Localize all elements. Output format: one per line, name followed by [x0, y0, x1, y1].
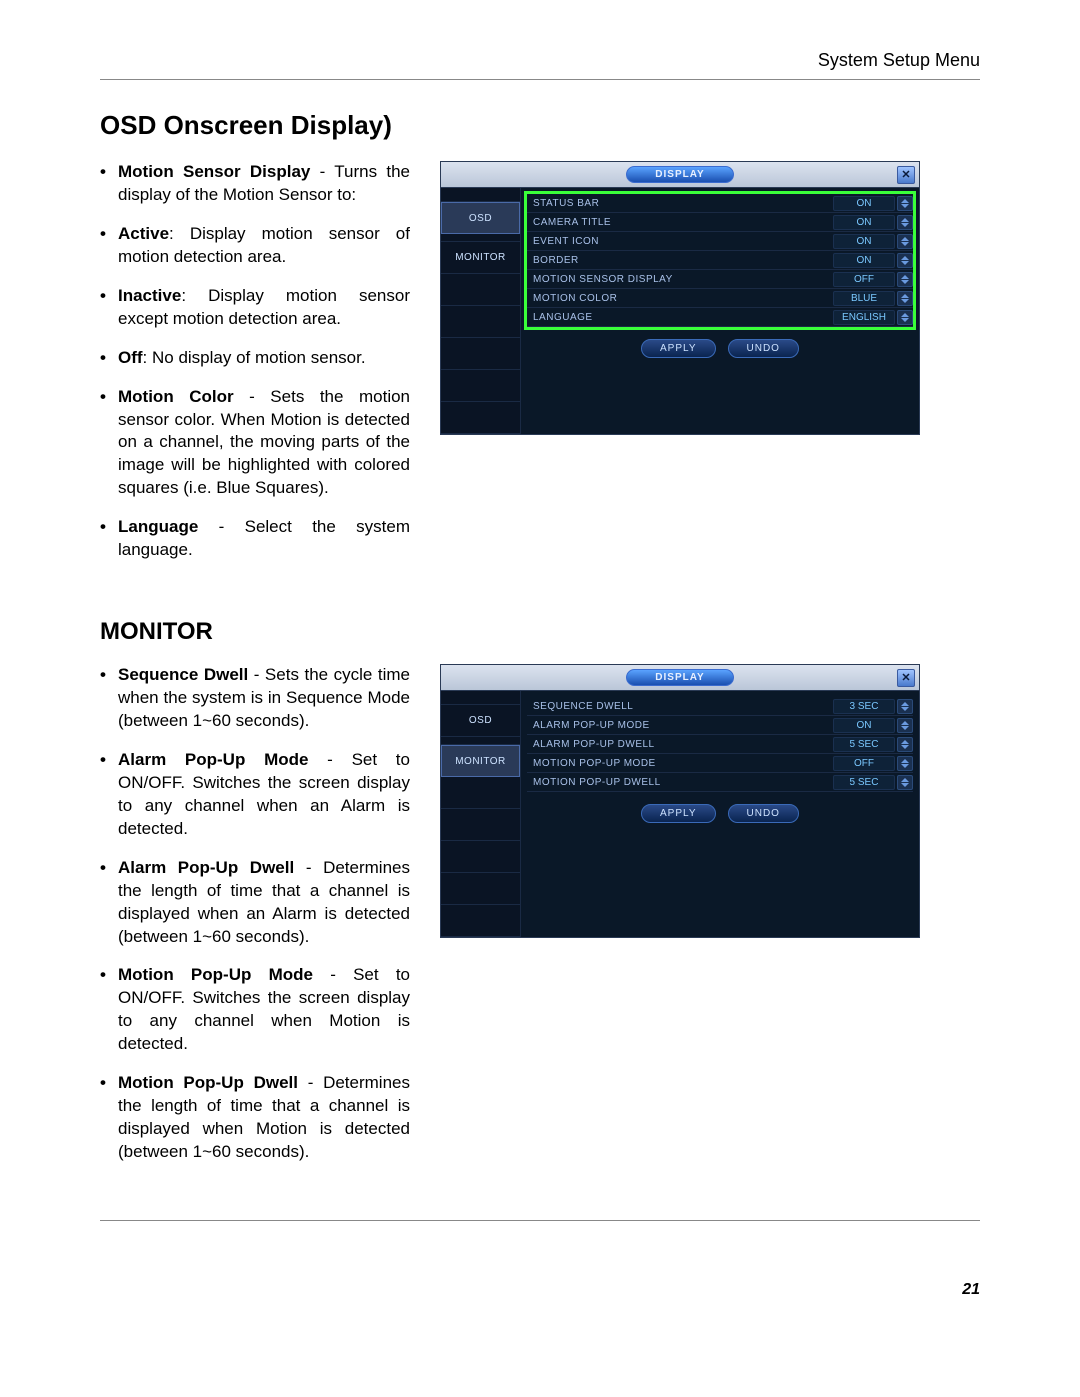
table-row: MOTION COLORBLUE: [527, 289, 913, 308]
list-item: Off: No display of motion sensor.: [118, 347, 410, 370]
list-item: Language - Select the system language.: [118, 516, 410, 562]
table-row: BORDERON: [527, 251, 913, 270]
bullet-label: Active: [118, 224, 169, 243]
list-item: Inactive: Display motion sensor except m…: [118, 285, 410, 331]
setting-label: ALARM POP-UP MODE: [527, 720, 833, 731]
setting-label: MOTION COLOR: [527, 293, 833, 304]
bullet-label: Alarm Pop-Up Dwell: [118, 858, 294, 877]
list-item: Motion Pop-Up Mode - Set to ON/OFF. Swit…: [118, 964, 410, 1056]
spinner-icon[interactable]: [897, 196, 913, 211]
header-divider: [100, 79, 980, 80]
setting-label: MOTION SENSOR DISPLAY: [527, 274, 833, 285]
sidebar-item-monitor[interactable]: MONITOR: [441, 242, 520, 274]
bullet-label: Sequence Dwell: [118, 665, 248, 684]
setting-value[interactable]: ON: [833, 253, 895, 268]
page-number: 21: [100, 1281, 980, 1299]
spinner-icon[interactable]: [897, 737, 913, 752]
spinner-icon[interactable]: [897, 215, 913, 230]
setting-label: MOTION POP-UP MODE: [527, 758, 833, 769]
sidebar-item-osd[interactable]: OSD: [441, 705, 520, 737]
sidebar-item-monitor[interactable]: MONITOR: [441, 745, 520, 777]
spinner-icon[interactable]: [897, 718, 913, 733]
bullet-label: Language: [118, 517, 198, 536]
table-row: ALARM POP-UP DWELL5 SEC: [527, 735, 913, 754]
panel-sidebar: OSD MONITOR: [441, 691, 521, 937]
setting-value[interactable]: 3 SEC: [833, 699, 895, 714]
table-row: LANGUAGEENGLISH: [527, 308, 913, 327]
bullet-label: Motion Color: [118, 387, 234, 406]
monitor-heading: Monitor: [100, 618, 980, 646]
setting-value[interactable]: BLUE: [833, 291, 895, 306]
undo-button[interactable]: UNDO: [728, 339, 799, 358]
setting-value[interactable]: 5 SEC: [833, 737, 895, 752]
spinner-icon[interactable]: [897, 756, 913, 771]
osd-text-column: Motion Sensor Display - Turns the displa…: [100, 161, 410, 578]
setting-value[interactable]: OFF: [833, 756, 895, 771]
table-row: CAMERA TITLEON: [527, 213, 913, 232]
setting-label: STATUS BAR: [527, 198, 833, 209]
spinner-icon[interactable]: [897, 291, 913, 306]
breadcrumb: System Setup Menu: [100, 50, 980, 71]
apply-button[interactable]: APPLY: [641, 804, 716, 823]
panel-titlebar: DISPLAY ✕: [441, 665, 919, 691]
list-item: Sequence Dwell - Sets the cycle time whe…: [118, 664, 410, 733]
table-row: EVENT ICONON: [527, 232, 913, 251]
setting-value[interactable]: OFF: [833, 272, 895, 287]
close-icon[interactable]: ✕: [897, 669, 915, 687]
setting-label: EVENT ICON: [527, 236, 833, 247]
setting-value[interactable]: 5 SEC: [833, 775, 895, 790]
spinner-icon[interactable]: [897, 272, 913, 287]
close-icon[interactable]: ✕: [897, 166, 915, 184]
spinner-icon[interactable]: [897, 775, 913, 790]
list-item: Alarm Pop-Up Mode - Set to ON/OFF. Switc…: [118, 749, 410, 841]
monitor-text-column: Sequence Dwell - Sets the cycle time whe…: [100, 664, 410, 1180]
table-row: SEQUENCE DWELL3 SEC: [527, 697, 913, 716]
panel-sidebar: OSD MONITOR: [441, 188, 521, 434]
setting-value[interactable]: ON: [833, 196, 895, 211]
spinner-icon[interactable]: [897, 253, 913, 268]
table-row: MOTION SENSOR DISPLAYOFF: [527, 270, 913, 289]
bullet-label: Motion Sensor Display: [118, 162, 310, 181]
undo-button[interactable]: UNDO: [728, 804, 799, 823]
bullet-label: Motion Pop-Up Mode: [118, 965, 313, 984]
sidebar-item-osd[interactable]: OSD: [441, 202, 520, 234]
setting-label: BORDER: [527, 255, 833, 266]
table-row: MOTION POP-UP MODEOFF: [527, 754, 913, 773]
footer-divider: [100, 1220, 980, 1221]
spinner-icon[interactable]: [897, 699, 913, 714]
setting-value[interactable]: ON: [833, 234, 895, 249]
monitor-display-panel: DISPLAY ✕ OSD MONITOR SEQUENCE DWELL3 SE…: [440, 664, 920, 938]
list-item: Alarm Pop-Up Dwell - Determines the leng…: [118, 857, 410, 949]
osd-settings-table: STATUS BARONCAMERA TITLEONEVENT ICONONBO…: [527, 194, 913, 327]
list-item: Motion Pop-Up Dwell - Determines the len…: [118, 1072, 410, 1164]
osd-heading: OSD Onscreen Display): [100, 110, 980, 141]
setting-label: MOTION POP-UP DWELL: [527, 777, 833, 788]
list-item: Motion Color - Sets the motion sensor co…: [118, 386, 410, 501]
panel-title: DISPLAY: [626, 166, 733, 183]
setting-label: CAMERA TITLE: [527, 217, 833, 228]
bullet-label: Off: [118, 348, 143, 367]
table-row: STATUS BARON: [527, 194, 913, 213]
setting-value[interactable]: ENGLISH: [833, 310, 895, 325]
spinner-icon[interactable]: [897, 310, 913, 325]
bullet-label: Alarm Pop-Up Mode: [118, 750, 308, 769]
setting-label: ALARM POP-UP DWELL: [527, 739, 833, 750]
spinner-icon[interactable]: [897, 234, 913, 249]
bullet-label: Inactive: [118, 286, 181, 305]
table-row: MOTION POP-UP DWELL5 SEC: [527, 773, 913, 792]
setting-label: LANGUAGE: [527, 312, 833, 323]
bullet-label: Motion Pop-Up Dwell: [118, 1073, 298, 1092]
panel-titlebar: DISPLAY ✕: [441, 162, 919, 188]
table-row: ALARM POP-UP MODEON: [527, 716, 913, 735]
panel-title: DISPLAY: [626, 669, 733, 686]
bullet-text: : No display of motion sensor.: [143, 348, 366, 367]
apply-button[interactable]: APPLY: [641, 339, 716, 358]
osd-display-panel: DISPLAY ✕ OSD MONITOR STATUS BARONCAMERA…: [440, 161, 920, 435]
setting-label: SEQUENCE DWELL: [527, 701, 833, 712]
monitor-settings-table: SEQUENCE DWELL3 SECALARM POP-UP MODEONAL…: [527, 697, 913, 792]
setting-value[interactable]: ON: [833, 215, 895, 230]
list-item: Motion Sensor Display - Turns the displa…: [118, 161, 410, 207]
list-item: Active: Display motion sensor of motion …: [118, 223, 410, 269]
setting-value[interactable]: ON: [833, 718, 895, 733]
